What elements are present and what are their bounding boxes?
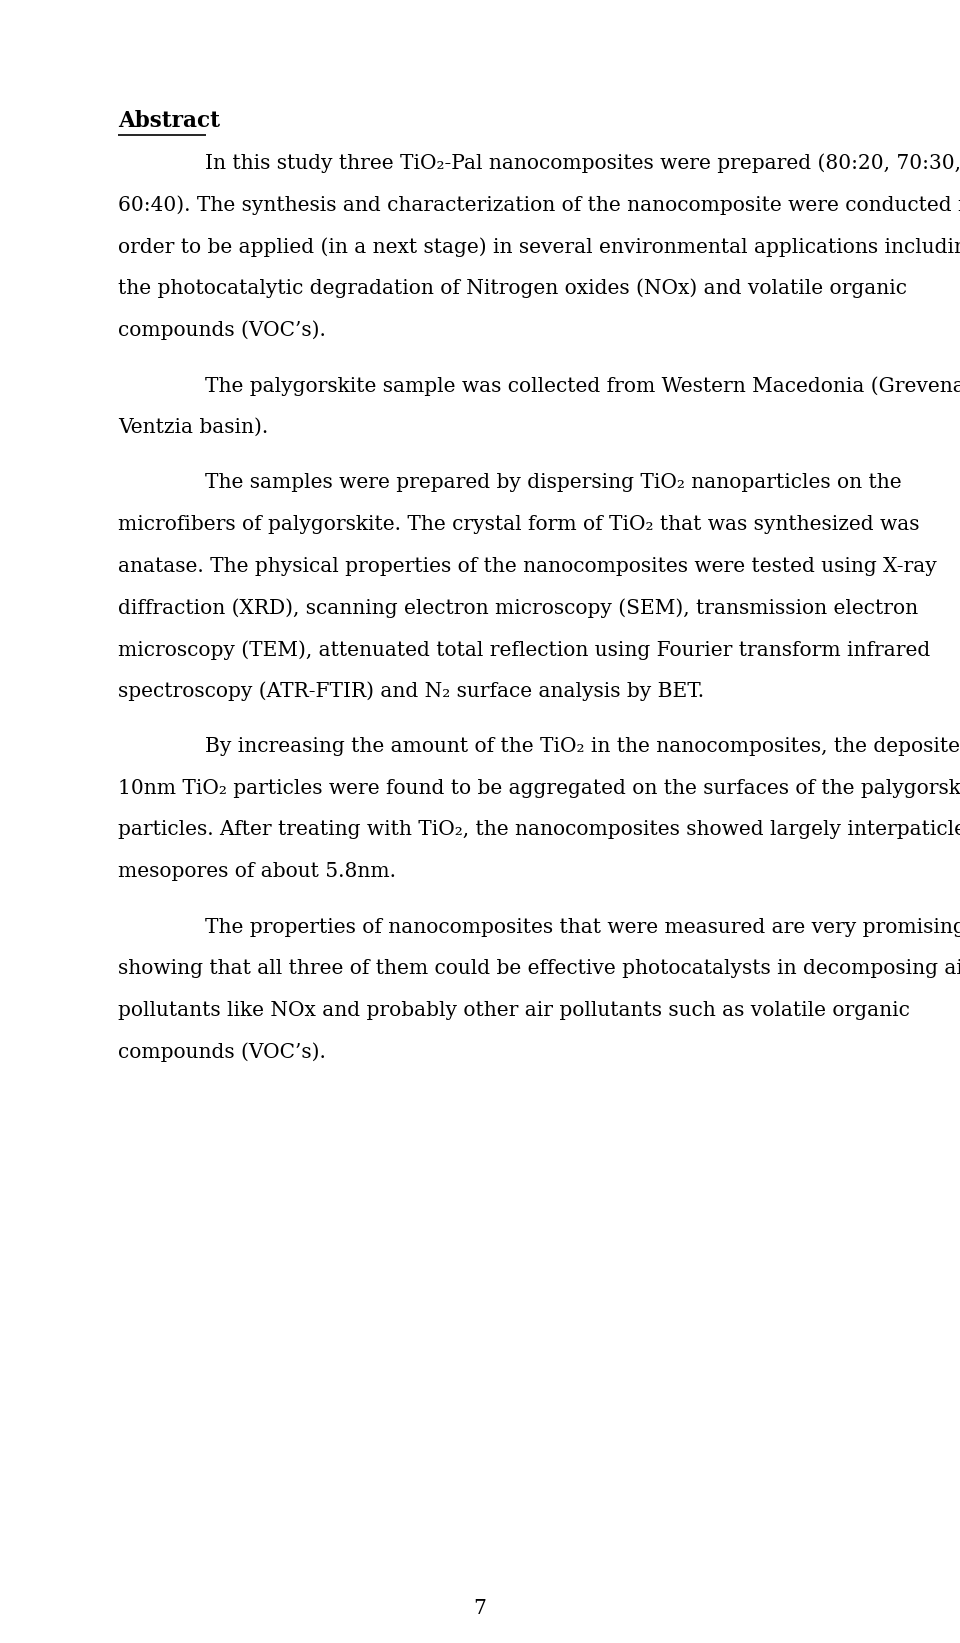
Text: microscopy (TEM), attenuated total reflection using Fourier transform infrared: microscopy (TEM), attenuated total refle… xyxy=(118,639,930,659)
Text: anatase. The physical properties of the nanocomposites were tested using X-ray: anatase. The physical properties of the … xyxy=(118,557,937,575)
Text: compounds (VOC’s).: compounds (VOC’s). xyxy=(118,320,325,340)
Text: pollutants like NOx and probably other air pollutants such as volatile organic: pollutants like NOx and probably other a… xyxy=(118,1001,910,1020)
Text: The samples were prepared by dispersing TiO₂ nanoparticles on the: The samples were prepared by dispersing … xyxy=(205,473,901,493)
Text: the photocatalytic degradation of Nitrogen oxides (NOx) and volatile organic: the photocatalytic degradation of Nitrog… xyxy=(118,279,907,299)
Text: 10nm TiO₂ particles were found to be aggregated on the surfaces of the palygorsk: 10nm TiO₂ particles were found to be agg… xyxy=(118,779,960,798)
Text: particles. After treating with TiO₂, the nanocomposites showed largely interpati: particles. After treating with TiO₂, the… xyxy=(118,820,960,840)
Text: mesopores of about 5.8nm.: mesopores of about 5.8nm. xyxy=(118,863,396,881)
Text: compounds (VOC’s).: compounds (VOC’s). xyxy=(118,1043,325,1063)
Text: spectroscopy (ATR-FTIR) and N₂ surface analysis by BET.: spectroscopy (ATR-FTIR) and N₂ surface a… xyxy=(118,682,704,702)
Text: The palygorskite sample was collected from Western Macedonia (Grevena,: The palygorskite sample was collected fr… xyxy=(205,376,960,396)
Text: 7: 7 xyxy=(473,1599,487,1617)
Text: diffraction (XRD), scanning electron microscopy (SEM), transmission electron: diffraction (XRD), scanning electron mic… xyxy=(118,598,918,618)
Text: showing that all three of them could be effective photocatalysts in decomposing : showing that all three of them could be … xyxy=(118,960,960,978)
Text: microfibers of palygorskite. The crystal form of TiO₂ that was synthesized was: microfibers of palygorskite. The crystal… xyxy=(118,514,920,534)
Text: The properties of nanocomposites that were measured are very promising: The properties of nanocomposites that we… xyxy=(205,918,960,937)
Text: Ventzia basin).: Ventzia basin). xyxy=(118,417,268,437)
Text: Abstract: Abstract xyxy=(118,110,220,131)
Text: order to be applied (in a next stage) in several environmental applications incl: order to be applied (in a next stage) in… xyxy=(118,237,960,256)
Text: 60:40). The synthesis and characterization of the nanocomposite were conducted i: 60:40). The synthesis and characterizati… xyxy=(118,196,960,215)
Text: By increasing the amount of the TiO₂ in the nanocomposites, the deposited 3-: By increasing the amount of the TiO₂ in … xyxy=(205,738,960,756)
Text: In this study three TiO₂-Pal nanocomposites were prepared (80:20, 70:30,: In this study three TiO₂-Pal nanocomposi… xyxy=(205,154,960,174)
